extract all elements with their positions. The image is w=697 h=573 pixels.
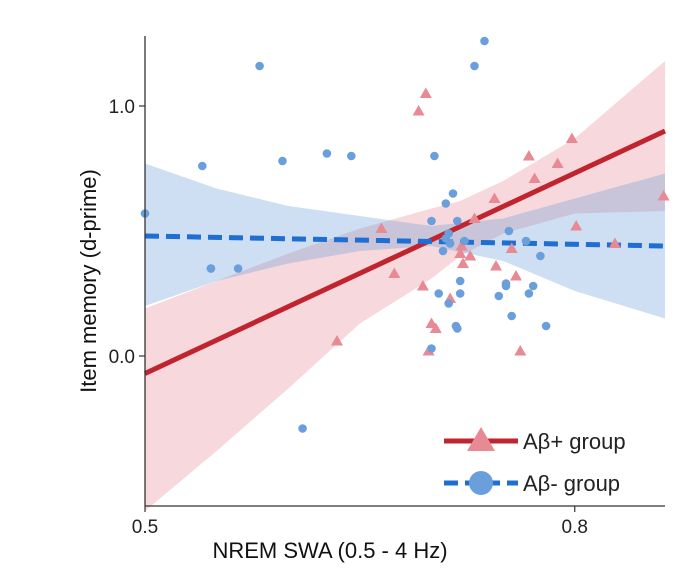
legend-circle-icon [469,471,493,495]
point-abeta-minus [453,216,462,226]
point-abeta-plus [608,237,621,248]
point-abeta-minus [528,281,538,291]
point-abeta-minus [438,246,448,256]
point-abeta-plus [570,220,583,231]
point-abeta-minus [441,199,451,208]
fit-line-abeta-minus [144,233,666,249]
point-abeta-minus [541,321,551,331]
point-abeta-minus [536,251,545,261]
point-abeta-minus [501,281,511,291]
point-abeta-plus [510,270,522,281]
point-abeta-minus [480,36,489,46]
point-abeta-plus [455,240,468,251]
point-abeta-minus [460,236,469,246]
x-axis-label: NREM SWA (0.5 - 4 Hz) [212,538,447,563]
legend-triangle-icon [467,427,495,451]
point-abeta-plus [375,222,388,233]
point-abeta-minus [494,291,504,301]
y-axis-label: Item memory (d-prime) [76,169,101,393]
point-abeta-plus [514,345,527,356]
point-abeta-plus [388,267,401,278]
point-abeta-plus [565,132,578,143]
point-abeta-minus [451,321,461,331]
point-abeta-minus [198,161,207,171]
point-abeta-plus [454,247,467,258]
x-tick-label: 0.5 [132,517,158,538]
y-tick-label: 0.0 [109,347,135,368]
point-abeta-plus [490,260,502,271]
fit-line-abeta-plus [143,128,667,376]
point-abeta-minus [455,289,465,298]
point-abeta-minus [206,264,216,273]
point-abeta-minus [448,189,458,198]
point-abeta-minus [504,226,514,236]
point-abeta-minus [507,311,516,321]
legend: Aβ+ group Aβ- group [444,427,626,496]
y-tick-label: 1.0 [109,97,135,118]
point-abeta-plus [416,280,429,291]
point-abeta-minus [322,149,332,158]
point-abeta-plus [657,190,670,201]
point-abeta-minus [430,151,439,161]
point-abeta-minus [434,289,444,298]
point-abeta-minus [521,236,531,246]
x-ticks: 0.5 0.8 [132,506,588,538]
point-abeta-minus [470,61,479,71]
point-abeta-plus [429,322,442,333]
fit-lines [143,128,667,376]
point-abeta-minus [455,276,465,286]
point-abeta-minus [347,151,356,161]
point-abeta-plus [412,105,425,116]
data-points [140,36,670,433]
point-abeta-minus [233,264,243,273]
legend-label-abeta-minus: Aβ- group [523,471,620,496]
point-abeta-plus [468,212,481,223]
point-abeta-plus [505,242,518,253]
point-abeta-plus [419,87,432,98]
point-abeta-plus [464,250,477,261]
point-abeta-minus [444,299,454,308]
point-abeta-minus [427,344,436,353]
point-abeta-minus [278,156,287,166]
legend-label-abeta-plus: Aβ+ group [523,429,626,454]
point-abeta-plus [331,335,343,346]
point-abeta-plus [488,192,501,203]
point-abeta-minus [444,229,454,238]
point-abeta-plus [457,257,469,268]
point-abeta-plus [522,150,535,161]
point-abeta-plus [551,157,564,168]
x-tick-label: 0.8 [562,517,588,538]
point-abeta-minus [298,424,307,433]
point-abeta-minus [524,289,534,298]
point-abeta-minus [445,239,455,248]
y-ticks: 0.0 1.0 [109,97,145,368]
point-abeta-minus [255,61,264,71]
point-abeta-minus [427,216,436,226]
point-abeta-plus [528,172,541,183]
